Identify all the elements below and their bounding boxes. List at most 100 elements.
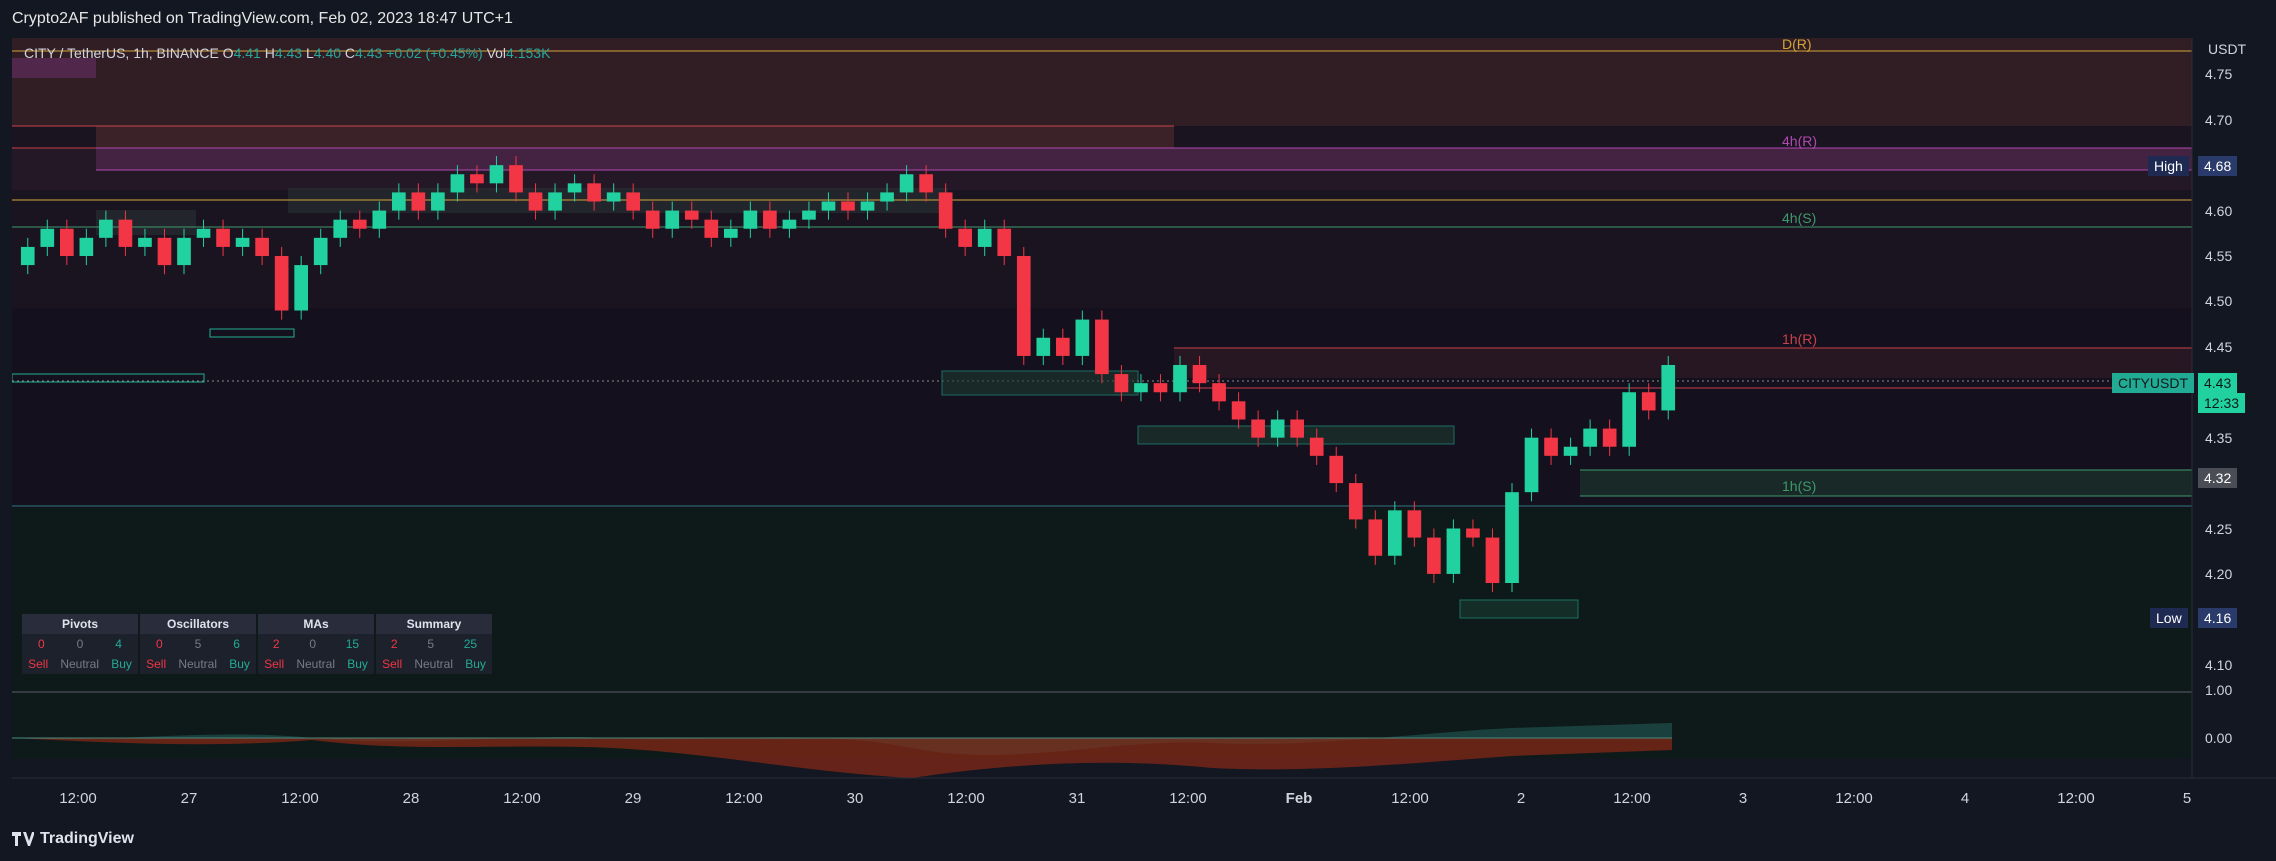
rating-neutral-label: Neutral	[296, 657, 335, 671]
rating-neutral-count: 0	[76, 637, 84, 651]
candle-up	[450, 174, 465, 193]
publish-info: Crypto2AF published on TradingView.com, …	[12, 10, 513, 27]
candle-down	[938, 192, 953, 229]
rating-sell-count: 2	[272, 637, 280, 651]
time-tick: 3	[1738, 790, 1748, 807]
candle-down	[528, 192, 543, 211]
time-tick: 12:00	[947, 790, 985, 807]
candle-down	[1427, 537, 1441, 574]
time-tick: 29	[624, 790, 642, 807]
c-label: C	[344, 45, 356, 61]
price-tick: 4.50	[2205, 293, 2233, 310]
h1-support-box	[1580, 470, 2192, 496]
rating-sell-label: Sell	[382, 657, 403, 671]
support-box-1	[209, 328, 295, 338]
h1-resistance-box	[1174, 348, 2192, 378]
osc-tick: 1.00	[2205, 682, 2233, 698]
candle-up	[567, 183, 582, 193]
candle-up	[372, 210, 387, 229]
candle-down	[255, 237, 269, 256]
time-tick: 27	[180, 790, 198, 807]
candle-up	[40, 228, 55, 247]
symbol-name: CITY / TetherUS, 1h, BINANCE	[24, 45, 219, 61]
candle-down	[1114, 374, 1129, 393]
candle-down	[958, 228, 973, 247]
time-tick: Feb	[1285, 790, 1313, 807]
candle-down	[59, 228, 74, 256]
candle-down	[997, 228, 1012, 256]
symbol-legend[interactable]: CITY / TetherUS, 1h, BINANCE O4.41 H 4.43…	[24, 45, 550, 61]
ticker-badge: CITYUSDT	[2112, 373, 2194, 393]
candle-up	[743, 210, 758, 229]
candle-down	[411, 192, 426, 211]
candle-down	[470, 174, 484, 184]
candles-group	[20, 156, 1676, 593]
h-label: H	[264, 45, 275, 61]
time-tick: 12:00	[1169, 790, 1207, 807]
candle-up	[1036, 337, 1051, 356]
level-badge: 4.32	[2198, 468, 2238, 488]
candle-down	[1309, 437, 1324, 456]
rating-sell-count: 0	[37, 637, 45, 651]
rating-neutral-count: 5	[427, 637, 434, 651]
open-value: 4.41	[233, 45, 261, 61]
vol-value: 4.153K	[506, 45, 551, 61]
rating-title: Summary	[376, 614, 492, 634]
candle-down	[1290, 419, 1305, 438]
candle-up	[899, 174, 914, 193]
chart-canvas[interactable]	[12, 38, 2276, 818]
low-badge: Low	[2150, 608, 2188, 628]
candle-up	[1563, 446, 1578, 456]
brand-name: TradingView	[40, 830, 134, 847]
zone-label-h4-s: 4h(S)	[1782, 210, 1817, 226]
osc-area-down	[12, 738, 1672, 778]
candle-up	[489, 165, 504, 184]
candle-up	[313, 237, 328, 266]
time-tick: 12:00	[281, 790, 319, 807]
candle-up	[1134, 383, 1148, 393]
chart-area[interactable]: CITY / TetherUS, 1h, BINANCE O4.41 H 4.43…	[12, 36, 2276, 818]
high-value-badge: 4.68	[2198, 156, 2238, 176]
candle-down	[919, 174, 933, 193]
rating-buy-label: Buy	[111, 657, 132, 671]
time-tick: 12:00	[59, 790, 97, 807]
candle-down	[1231, 401, 1246, 420]
daily-resistance-zone	[12, 38, 2192, 126]
time-tick: 12:00	[1613, 790, 1651, 807]
candle-down	[157, 237, 172, 266]
candle-down	[352, 219, 367, 229]
candle-up	[196, 228, 211, 238]
bottom-bg	[12, 508, 2192, 758]
old-resistance-box	[96, 126, 1174, 148]
low-value: 4.40	[313, 45, 342, 61]
rating-buy-count: 25	[463, 637, 478, 651]
candle-up	[1583, 428, 1597, 447]
tradingview-logo[interactable]: TradingView	[12, 830, 134, 848]
candle-up	[391, 192, 406, 211]
candle-up	[1524, 437, 1539, 493]
candle-up	[333, 219, 348, 238]
countdown-badge: 12:33	[2198, 393, 2246, 413]
candle-down	[841, 201, 855, 211]
candle-up	[294, 265, 309, 311]
time-tick: 12:00	[1835, 790, 1873, 807]
candle-up	[235, 237, 250, 247]
candle-up	[1387, 510, 1402, 556]
l-label: L	[305, 45, 314, 61]
purple-block	[12, 58, 96, 78]
time-tick: 12:00	[503, 790, 541, 807]
rating-buy-count: 15	[345, 637, 360, 651]
candle-up	[1505, 492, 1519, 583]
close-value: 4.43	[355, 45, 383, 61]
candle-down	[1251, 419, 1265, 438]
candle-up	[99, 219, 113, 238]
rating-title: MAs	[258, 614, 374, 634]
time-tick: 30	[846, 790, 864, 807]
zone-label-d-r: D(R)	[1782, 36, 1812, 52]
candle-up	[860, 201, 875, 211]
o-label: O	[222, 45, 234, 61]
time-tick: 28	[402, 790, 420, 807]
h4-resistance-band	[96, 148, 2192, 170]
zone-label-h1-s: 1h(S)	[1782, 478, 1817, 494]
candle-up	[802, 210, 816, 220]
